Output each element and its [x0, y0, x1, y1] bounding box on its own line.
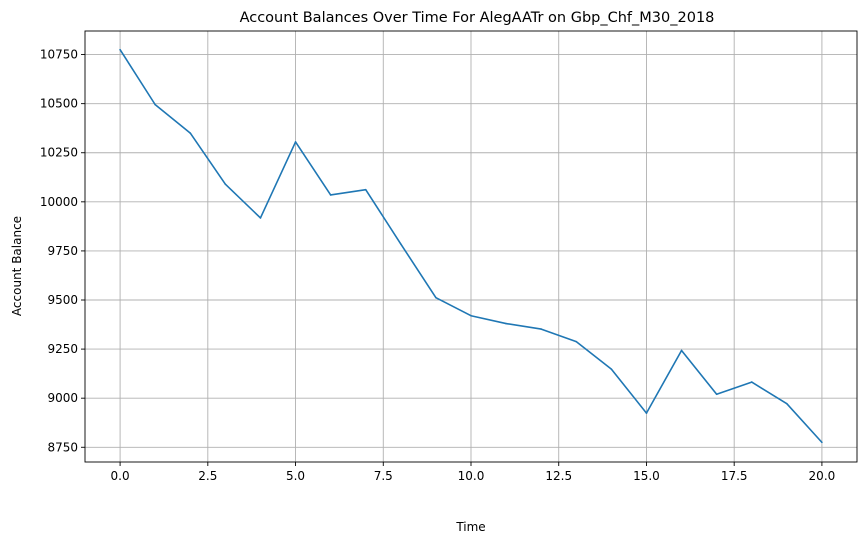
- x-tick-label: 7.5: [374, 469, 393, 483]
- data-point: [435, 296, 437, 299]
- y-tick-label: 9250: [47, 342, 78, 356]
- data-point: [470, 314, 472, 317]
- data-point: [821, 441, 823, 444]
- x-tick-label: 12.5: [545, 469, 572, 483]
- x-axis-label: Time: [455, 520, 485, 534]
- data-point: [540, 328, 542, 330]
- data-point: [610, 368, 613, 370]
- chart-title: Account Balances Over Time For AlegAATr …: [240, 10, 715, 26]
- data-point: [259, 217, 262, 219]
- data-point: [294, 141, 297, 143]
- x-tick-label: 17.5: [721, 469, 748, 483]
- y-tick-label: 10250: [40, 146, 78, 160]
- x-tick-label: 10.0: [458, 469, 485, 483]
- y-tick-label: 9000: [47, 391, 78, 405]
- data-point: [189, 132, 192, 134]
- data-point: [329, 194, 332, 196]
- x-tick-label: 2.5: [198, 469, 217, 483]
- data-point: [154, 103, 156, 106]
- axis-ticks: 0.0 2.5 5.0 7.5 10.0 12.5 15.0 17.5 20.0 8750 9000…: [40, 48, 835, 483]
- data-point: [680, 349, 683, 352]
- y-axis-label: Account Balance: [10, 216, 24, 316]
- grid: [85, 31, 857, 462]
- data-point: [750, 381, 753, 383]
- x-tick-label: 20.0: [809, 469, 836, 483]
- y-tick-label: 10500: [40, 97, 78, 111]
- data-point: [505, 322, 507, 325]
- data-point: [400, 243, 402, 245]
- data-point: [715, 393, 718, 396]
- data-point: [575, 340, 578, 343]
- data-point: [645, 412, 648, 414]
- series-layer: [119, 48, 823, 444]
- y-tick-label: 8750: [47, 440, 78, 454]
- data-point: [224, 183, 227, 185]
- x-tick-label: 15.0: [633, 469, 660, 483]
- data-point: [786, 402, 788, 405]
- x-tick-label: 0.0: [111, 469, 130, 483]
- y-tick-label: 10750: [40, 48, 78, 62]
- data-point: [119, 48, 121, 51]
- data-point: [364, 188, 367, 191]
- y-tick-label: 9500: [47, 293, 78, 307]
- y-tick-label: 10000: [40, 195, 78, 209]
- y-tick-label: 9750: [47, 244, 78, 258]
- x-tick-label: 5.0: [286, 469, 305, 483]
